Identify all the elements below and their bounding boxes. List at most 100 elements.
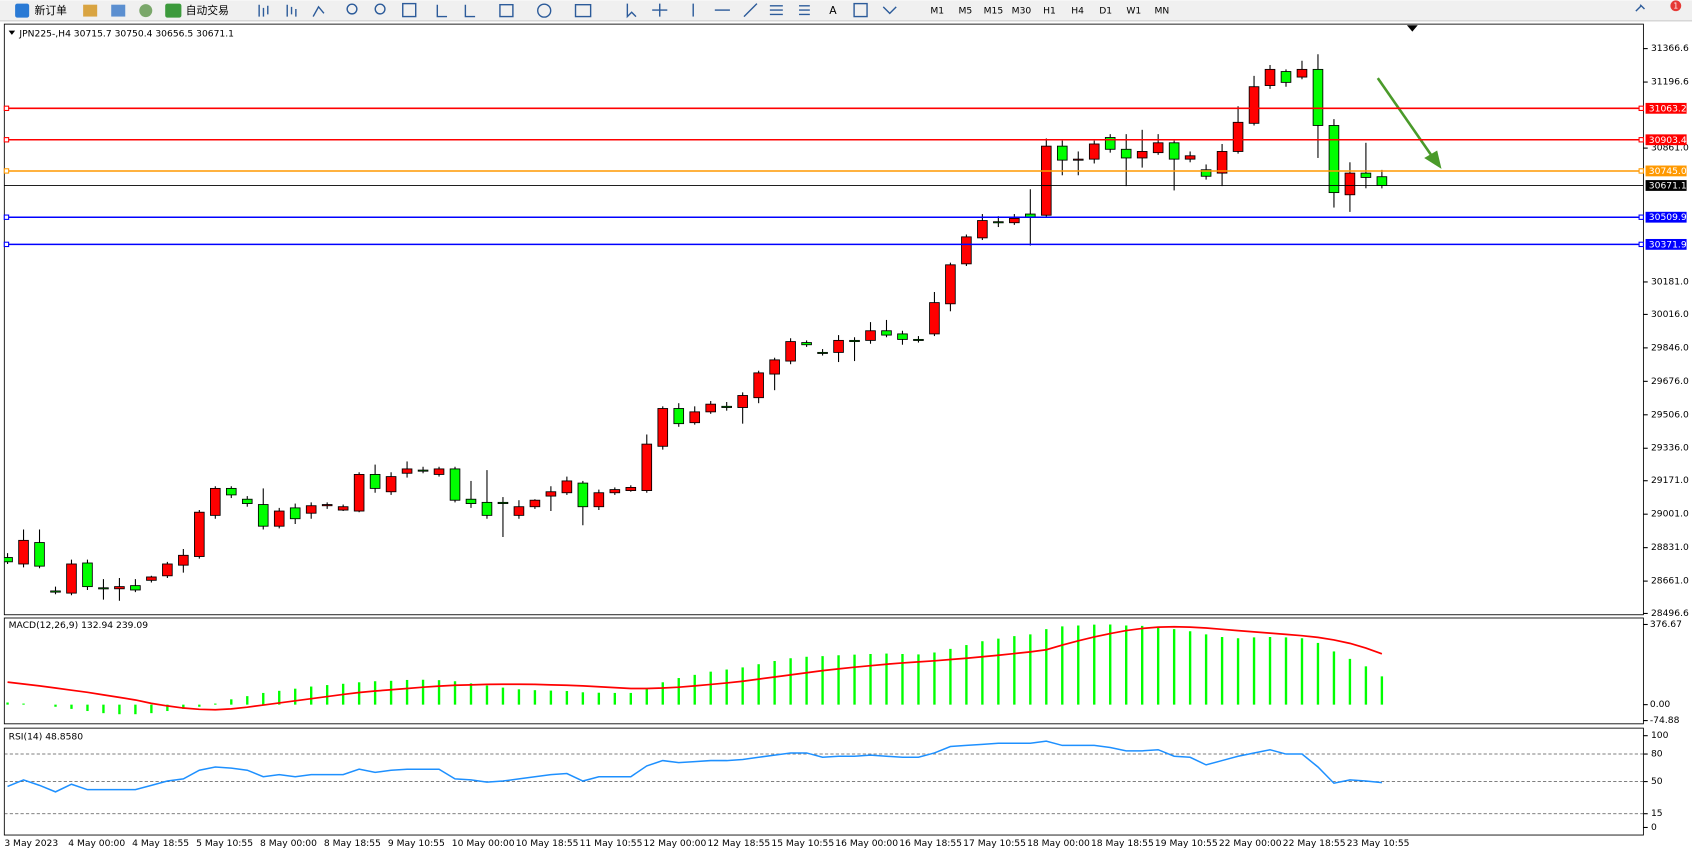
y-tick-label: 29676.0: [1651, 376, 1689, 387]
candle-body: [849, 339, 860, 343]
level-handle: [1638, 168, 1644, 174]
y-tick-label: 15: [1651, 808, 1663, 819]
toolbar-button[interactable]: 自动交易: [186, 4, 229, 17]
chart-tools: [258, 2, 1645, 19]
period-icon[interactable]: [537, 3, 552, 18]
toolbar-button[interactable]: 新订单: [35, 4, 68, 17]
y-tick-label: 29846.0: [1651, 342, 1689, 353]
new-order-icon[interactable]: [15, 3, 30, 18]
candle-body: [513, 506, 525, 516]
x-tick-label: 18 May 00:00: [1027, 838, 1090, 849]
x-tick-label: 11 May 10:55: [580, 838, 643, 849]
channel-icon[interactable]: [769, 5, 783, 16]
y-tick-label: 30861.0: [1651, 143, 1689, 154]
price-plot: [4, 54, 1388, 601]
y-tick-label: 28831.0: [1651, 542, 1689, 553]
level-handle: [3, 168, 10, 174]
y-tick-label: 30181.0: [1651, 276, 1689, 287]
zoom-out-icon[interactable]: [374, 3, 386, 15]
candle-body: [66, 563, 77, 594]
x-tick-label: 8 May 00:00: [260, 838, 317, 849]
rsi-title: RSI(14) 48.8580: [9, 731, 84, 742]
timeframe-button[interactable]: M1: [930, 6, 944, 17]
notification-badge[interactable]: 1: [1673, 1, 1678, 10]
level-handle: [3, 241, 10, 248]
x-tick-label: 9 May 10:55: [388, 838, 445, 849]
line-icon[interactable]: [312, 5, 325, 17]
price-label-bg: [1645, 211, 1687, 223]
zoom-in-icon[interactable]: [346, 3, 358, 15]
price-panel: [3, 23, 1644, 616]
candle-body: [929, 302, 940, 335]
price-label-bg: [1645, 102, 1687, 114]
candle-body: [1072, 158, 1084, 161]
indicator-icon[interactable]: [499, 3, 514, 18]
candle-icon[interactable]: [286, 4, 297, 17]
candle-body: [609, 489, 621, 494]
candle-body: [1200, 169, 1212, 177]
search-icon[interactable]: [1635, 4, 1645, 12]
candle-body: [465, 498, 477, 504]
text-tool[interactable]: A: [829, 4, 837, 17]
timeframe-button[interactable]: M5: [958, 6, 972, 17]
x-tick-label: 10 May 00:00: [452, 838, 515, 849]
candle-body: [577, 482, 589, 508]
candle-body: [337, 506, 349, 511]
candle-body: [817, 351, 828, 354]
arrow-head: [1424, 150, 1442, 169]
candle-body: [162, 563, 173, 577]
candle-body: [1248, 86, 1260, 124]
y-tick-label: 29336.0: [1651, 443, 1689, 454]
timeframe-button[interactable]: D1: [1099, 6, 1112, 17]
label-icon[interactable]: [853, 2, 868, 18]
timeframe-button[interactable]: M30: [1012, 6, 1032, 17]
candle-body: [833, 339, 844, 353]
candle-body: [417, 469, 429, 472]
timeframe-button[interactable]: W1: [1126, 6, 1141, 17]
y-tick-label: 29171.0: [1651, 475, 1689, 486]
x-tick-label: 15 May 10:55: [771, 838, 834, 849]
candle-body: [625, 486, 637, 492]
crosshair-icon[interactable]: [652, 3, 668, 17]
candle-body: [433, 468, 445, 475]
tile-icon[interactable]: [402, 2, 417, 18]
candle-body: [18, 539, 29, 565]
timeframe-button[interactable]: H1: [1043, 6, 1056, 17]
shift-icon[interactable]: [464, 4, 476, 18]
toolbar: A 1: [0, 0, 1692, 22]
scroll-icon[interactable]: [436, 4, 448, 18]
price-label-bg: [1645, 238, 1687, 250]
y-tick-label: 31196.6: [1651, 77, 1689, 88]
price-label-bg: [1645, 165, 1687, 177]
toolbar-icon[interactable]: [139, 4, 153, 18]
candle-body: [1232, 121, 1244, 152]
trendline-icon[interactable]: [743, 3, 758, 18]
candle-body: [1312, 68, 1324, 126]
template-icon[interactable]: [574, 3, 592, 18]
price-label-bg: [1645, 180, 1687, 191]
toolbar-icon[interactable]: [83, 4, 98, 17]
x-tick-label: 17 May 10:55: [963, 838, 1026, 849]
level-handle: [1638, 241, 1644, 248]
x-tick-label: 16 May 18:55: [899, 838, 962, 849]
candle-body: [401, 468, 413, 474]
candle-body: [353, 473, 365, 512]
timeframe-button[interactable]: M15: [984, 6, 1004, 17]
y-tick-label: 100: [1651, 730, 1669, 741]
fibo-icon[interactable]: [799, 5, 810, 16]
annotation-arrow: [1376, 77, 1442, 169]
price-label: 30509.9: [1649, 212, 1687, 223]
timeframe-button[interactable]: MN: [1154, 6, 1169, 17]
candle-body: [865, 330, 876, 341]
cursor-icon[interactable]: [626, 3, 637, 19]
candle-body: [385, 476, 397, 493]
signal-line: [7, 625, 1383, 711]
x-tick-label: 5 May 10:55: [196, 838, 253, 849]
auto-trade-icon[interactable]: [165, 3, 182, 18]
bar-chart-icon[interactable]: [258, 4, 269, 17]
arrows-icon[interactable]: [882, 6, 897, 15]
y-tick-label: 28496.6: [1651, 608, 1689, 619]
toolbar-icon[interactable]: [111, 4, 126, 17]
level-handle: [3, 137, 10, 143]
timeframe-button[interactable]: H4: [1071, 6, 1084, 17]
